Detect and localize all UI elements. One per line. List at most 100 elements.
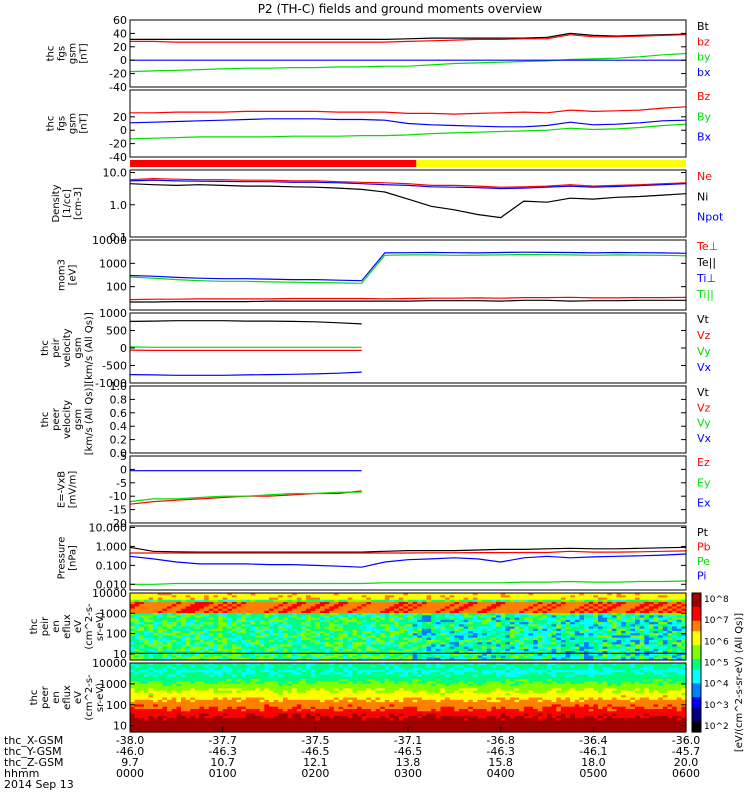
colorbar-tick-1: 10^7	[704, 616, 729, 626]
colorbar-tick-5: 10^3	[704, 701, 729, 711]
legend-7-1: Pb	[697, 541, 711, 554]
y-axis-label-5-3: gsm	[73, 409, 84, 430]
mode-bar-segment-0	[130, 160, 416, 167]
y-tick-label-6-2: -5	[116, 477, 127, 490]
y-tick-label-7-1: 1.000	[96, 540, 128, 553]
series-green-1	[130, 124, 686, 139]
y-tick-label-1-2: -20	[109, 138, 127, 151]
y-axis-label-6-1: [mV/m]	[68, 471, 79, 509]
legend-2-1: Ni	[697, 190, 708, 203]
legend-4-1: Vz	[697, 329, 711, 342]
legend-1-2: Bx	[697, 131, 712, 144]
colorbar-group: 10^810^710^610^510^410^310^2[eV/(cm^2-s-…	[692, 593, 745, 752]
series-red-1	[130, 107, 686, 114]
y-tick-label-5-3: 0.4	[110, 420, 128, 433]
colorbar-tick-6: 10^2	[704, 722, 729, 732]
legend-6-1: Ey	[697, 476, 711, 489]
legend-4-3: Vx	[697, 361, 712, 374]
y-tick-label-9-3: 10	[113, 720, 127, 733]
y-tick-label-0-1: 40	[113, 27, 127, 40]
legend-1-1: By	[697, 110, 712, 123]
y-axis-label-3-0: mom3	[57, 259, 68, 291]
x-tick-0-3: 0000	[116, 767, 144, 780]
legend-0-1: bz	[697, 35, 710, 48]
panel-frame-4	[130, 313, 686, 383]
x-tick-6-3: 0600	[672, 767, 700, 780]
legend-3-1: Te||	[696, 256, 716, 269]
y-axis-label-1-3: [nT]	[79, 113, 90, 133]
colorbar-tick-2: 10^6	[704, 637, 729, 647]
x-axis-annotations: -38.0-46.09.70000-37.7-46.310.70100-37.5…	[4, 727, 700, 791]
y-tick-label-5-4: 0.2	[110, 434, 128, 447]
x-tick-3-3: 0300	[394, 767, 422, 780]
legend-0-3: bx	[697, 66, 711, 79]
y-axis-label-2-0: Density	[51, 184, 62, 222]
y-tick-label-5-1: 0.8	[110, 393, 128, 406]
series-blue-4	[130, 372, 362, 375]
legend-2-0: Ne	[697, 170, 712, 183]
y-tick-label-2-0: 10.0	[103, 167, 128, 180]
series-green-0	[130, 54, 686, 72]
y-axis-label-8-6: sr-eV)	[95, 612, 106, 641]
series-black-2	[130, 184, 686, 218]
spectrogram-8	[130, 593, 687, 661]
y-axis-label-6-0: E=-VxB	[57, 471, 68, 508]
y-tick-label-0-0: 60	[113, 14, 127, 27]
y-axis-label-1-1: fgs	[57, 116, 68, 131]
y-tick-label-4-1: 500	[106, 325, 127, 338]
y-tick-label-7-2: 0.100	[96, 559, 128, 572]
series-blue-7	[130, 554, 686, 567]
y-tick-label-4-0: 1000	[99, 307, 127, 320]
y-tick-label-3-2: 100	[106, 281, 127, 294]
y-tick-label-0-2: 20	[113, 41, 127, 54]
series-black-7	[130, 547, 686, 552]
legend-3-2: Ti⊥	[696, 272, 716, 285]
y-axis-label-2-1: [1/cc]	[62, 189, 73, 218]
legend-5-0: Vt	[697, 386, 710, 399]
x-tick-4-3: 0400	[487, 767, 515, 780]
y-axis-label-9-5: (cm^2-s-	[84, 674, 95, 721]
colorbar-tick-3: 10^5	[704, 659, 729, 669]
y-axis-label-8-2: en	[51, 620, 62, 633]
y-axis-label-3-1: [eV]	[68, 265, 79, 286]
series-red-3	[130, 297, 686, 299]
legend-3-0: Te⊥	[696, 240, 718, 253]
y-axis-label-5-1: peer	[51, 407, 62, 431]
legend-7-3: Pi	[697, 570, 706, 583]
x-tick-1-3: 0100	[209, 767, 237, 780]
x-tick-5-3: 0500	[579, 767, 607, 780]
y-axis-label-8-3: eflux	[62, 614, 73, 639]
panel-frame-6	[130, 456, 686, 523]
y-axis-label-8-5: (cm^2-s-	[84, 603, 95, 650]
y-tick-label-9-0: 10000	[92, 657, 127, 670]
x-row-label-4: 2014 Sep 13	[4, 778, 74, 791]
panel-7: 10.0001.0000.1000.010Pressure[nPa]PtPbPe…	[57, 521, 711, 591]
colorbar-tick-4: 10^4	[704, 680, 729, 690]
legend-5-1: Vz	[697, 401, 711, 414]
y-axis-label-8-1: peir	[40, 616, 51, 636]
y-tick-label-3-0: 10000	[92, 234, 127, 247]
legend-5-2: Vy	[697, 417, 711, 430]
y-axis-label-9-1: peer	[40, 685, 51, 709]
legend-1-0: Bz	[697, 90, 711, 103]
y-tick-label-5-2: 0.6	[110, 407, 128, 420]
series-green-7	[130, 581, 686, 584]
y-tick-label-2-1: 1.0	[110, 199, 128, 212]
y-axis-label-9-0: thc	[29, 690, 40, 706]
y-axis-label-4-2: velocity	[62, 328, 73, 367]
spectrogram-9	[130, 663, 687, 733]
y-tick-label-8-0: 10000	[92, 587, 127, 600]
legend-2-2: Npot	[697, 211, 724, 224]
y-axis-label-4-0: thc	[40, 340, 51, 356]
y-axis-label-0-0: thc	[46, 46, 57, 62]
y-tick-label-4-2: 0	[120, 342, 127, 355]
series-blue-3	[130, 252, 686, 281]
y-axis-label-8-0: thc	[29, 619, 40, 635]
